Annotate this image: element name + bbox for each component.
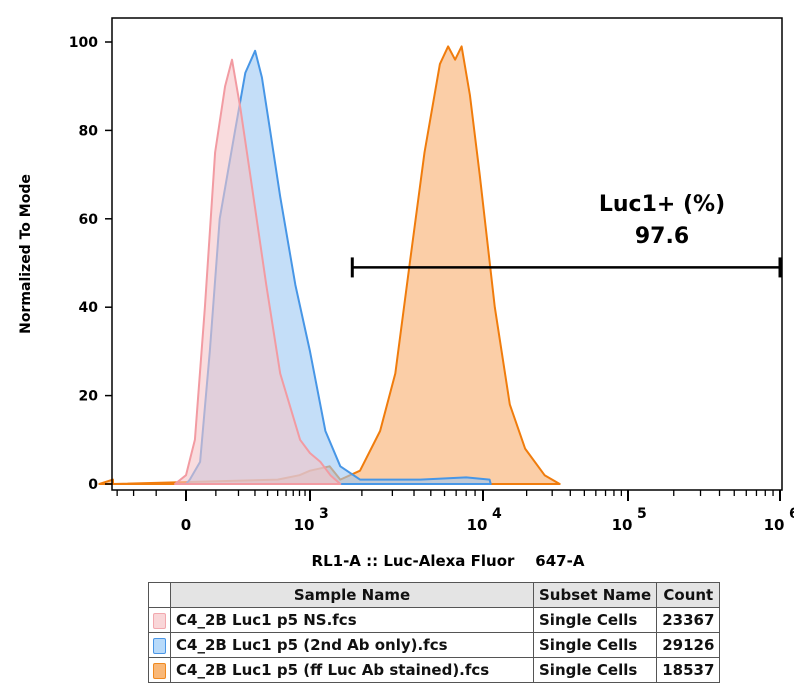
y-axis-label: Normalized To Mode <box>18 174 34 334</box>
y-tick-label: 80 <box>79 123 99 139</box>
legend-table: Sample Name Subset Name Count C4_2B Luc1… <box>148 582 721 683</box>
gate-luc1-positive[interactable]: Luc1+ (%) 97.6 <box>350 192 782 278</box>
legend-row[interactable]: C4_2B Luc1 p5 (ff Luc Ab stained).fcs Si… <box>148 657 721 683</box>
header-subset-name: Subset Name <box>532 582 658 608</box>
x-tick-label: 10 <box>294 516 315 534</box>
x-tick-exponent: 5 <box>637 506 647 522</box>
plot-frame <box>111 17 783 491</box>
subset-name: Single Cells <box>532 657 658 683</box>
count: 18537 <box>656 657 721 683</box>
histogram-series <box>174 58 342 485</box>
gate-value: 97.6 <box>635 224 689 249</box>
color-swatch <box>153 637 166 654</box>
gate-label: Luc1+ (%) <box>599 192 725 217</box>
y-tick-label: 20 <box>79 389 99 405</box>
x-tick-exponent: 4 <box>492 506 502 522</box>
legend-row[interactable]: C4_2B Luc1 p5 (2nd Ab only).fcs Single C… <box>148 632 721 658</box>
x-tick-label: 0 <box>181 516 191 534</box>
y-tick-label: 60 <box>79 212 99 228</box>
subset-name: Single Cells <box>532 607 658 633</box>
count: 23367 <box>656 607 721 633</box>
y-tick-label: 40 <box>79 300 99 316</box>
color-swatch <box>153 612 166 629</box>
x-tick-label: 10 <box>612 516 633 534</box>
subset-name: Single Cells <box>532 632 658 658</box>
header-count: Count <box>656 582 721 608</box>
sample-name: C4_2B Luc1 p5 (ff Luc Ab stained).fcs <box>170 657 534 683</box>
count: 29126 <box>656 632 721 658</box>
x-tick-exponent: 6 <box>789 506 794 522</box>
header-sample-name: Sample Name <box>170 582 534 608</box>
histogram-series <box>98 45 561 485</box>
sample-name: C4_2B Luc1 p5 NS.fcs <box>170 607 534 633</box>
x-axis-label: RL1-A :: Luc-Alexa Fluor 647-A <box>312 552 585 570</box>
y-tick-label: 0 <box>88 477 98 493</box>
y-tick-label: 100 <box>69 35 98 51</box>
swatch-header <box>148 582 171 608</box>
color-swatch <box>153 662 166 679</box>
legend-row[interactable]: C4_2B Luc1 p5 NS.fcs Single Cells 23367 <box>148 607 721 633</box>
x-tick-exponent: 3 <box>319 506 329 522</box>
sample-name: C4_2B Luc1 p5 (2nd Ab only).fcs <box>170 632 534 658</box>
x-tick-label: 10 <box>467 516 488 534</box>
x-tick-label: 10 <box>764 516 785 534</box>
